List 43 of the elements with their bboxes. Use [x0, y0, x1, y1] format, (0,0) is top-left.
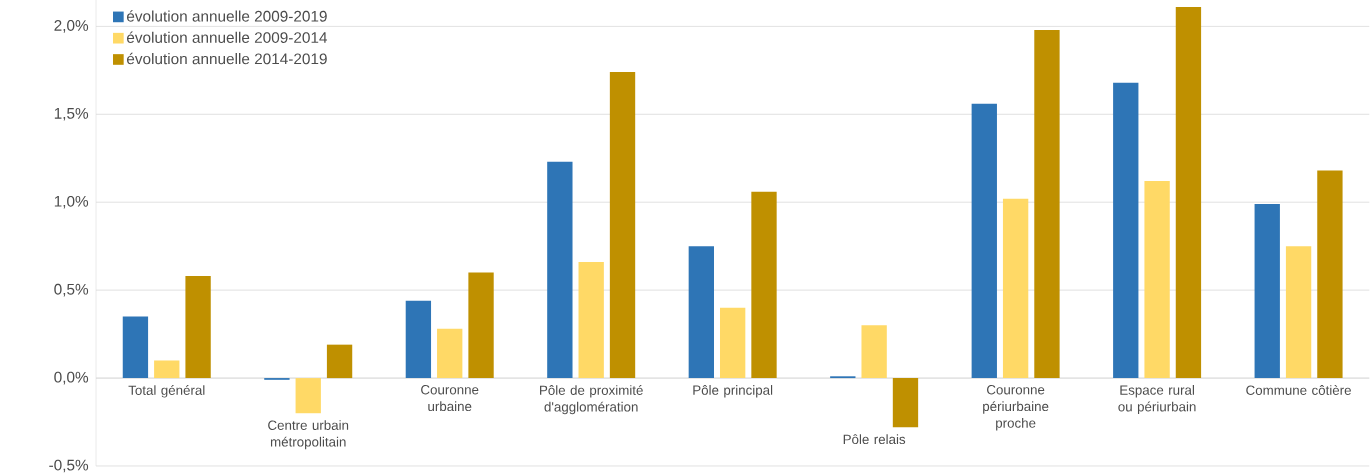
y-tick-label: 1,5%	[54, 107, 89, 121]
bar	[971, 103, 997, 379]
x-tick-label: Commune côtière	[1246, 384, 1351, 395]
y-tick-label: 2,0%	[54, 20, 89, 33]
bar	[1317, 170, 1343, 379]
x-tick-label: Pôle relais	[843, 434, 906, 445]
bar	[688, 246, 714, 379]
bar	[547, 161, 573, 379]
bar	[122, 316, 149, 379]
bar	[1285, 246, 1312, 379]
bar	[185, 276, 211, 379]
bar	[1002, 198, 1029, 379]
x-tick-label: Espace rural ou périurbain	[1118, 385, 1196, 415]
bar	[1254, 203, 1280, 379]
x-tick-label: Couronne urbaine	[421, 385, 479, 412]
bar	[326, 344, 353, 379]
bar	[405, 300, 432, 379]
x-tick-label: Couronne périurbaine proche	[983, 385, 1049, 431]
x-tick-label: Total général	[128, 384, 205, 398]
y-tick-label: 0,0%	[54, 371, 89, 385]
bar	[1113, 82, 1139, 379]
bar	[720, 307, 746, 379]
bar	[578, 262, 604, 379]
bar	[1144, 181, 1170, 379]
bar	[1175, 7, 1202, 379]
y-tick-label: -0,5%	[49, 459, 89, 473]
legend-label: évolution annuelle 2009-2014	[126, 31, 328, 43]
bar	[295, 378, 321, 414]
x-tick-label: Pôle de proximité d'agglomération	[540, 384, 643, 415]
bar	[154, 360, 180, 379]
bar	[1034, 29, 1060, 379]
bar	[892, 378, 919, 428]
x-tick-label: Centre urbain métropolitain	[268, 420, 349, 450]
y-tick-label: 1,0%	[54, 195, 89, 209]
legend-label: évolution annuelle 2009-2019	[126, 10, 327, 22]
bar	[437, 328, 463, 379]
legend-label: évolution annuelle 2014-2019	[126, 52, 327, 65]
x-tick-label: Pôle principal	[693, 385, 773, 398]
bar	[609, 72, 636, 379]
bar	[861, 325, 887, 379]
bar	[751, 191, 777, 379]
bar	[468, 272, 494, 379]
y-tick-label: 0,5%	[54, 283, 89, 297]
